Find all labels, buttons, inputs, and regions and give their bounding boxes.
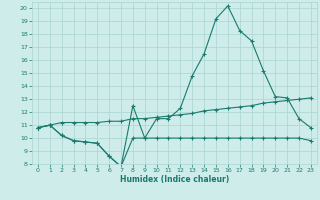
X-axis label: Humidex (Indice chaleur): Humidex (Indice chaleur)	[120, 175, 229, 184]
